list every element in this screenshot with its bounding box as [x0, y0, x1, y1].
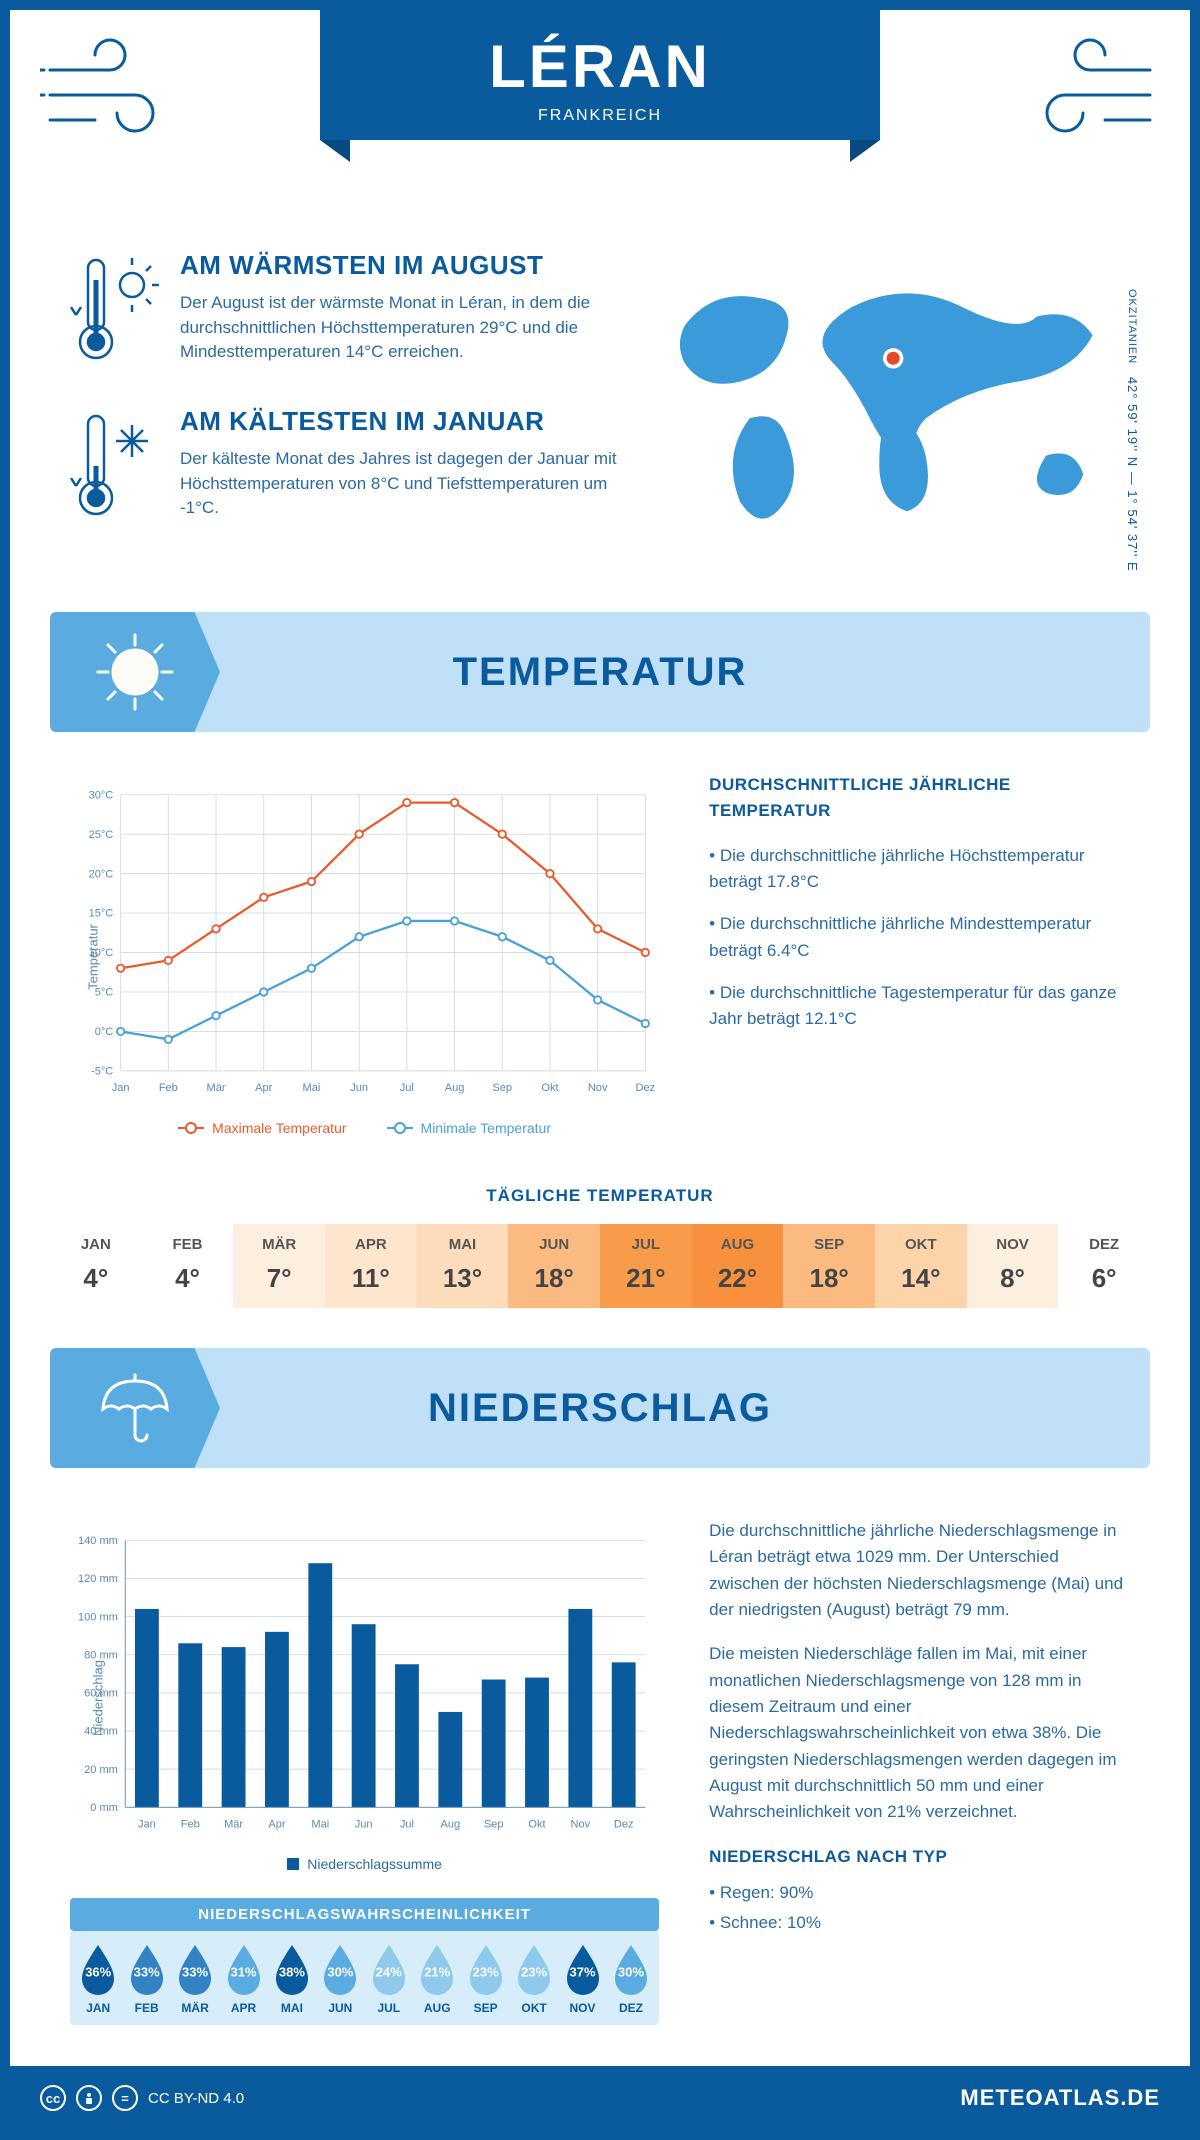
daily-temp-cell: FEB4°	[142, 1224, 234, 1308]
coldest-text: Der kälteste Monat des Jahres ist dagege…	[180, 447, 626, 521]
svg-text:30°C: 30°C	[89, 789, 114, 801]
precip-bar-chart: Niederschlag 0 mm20 mm40 mm60 mm80 mm100…	[70, 1518, 659, 1878]
temperature-title: TEMPERATUR	[453, 650, 748, 695]
legend-precip: Niederschlagssumme	[287, 1856, 442, 1872]
warmest-fact: AM WÄRMSTEN IM AUGUST Der August ist der…	[70, 250, 626, 370]
footer: cc = CC BY-ND 4.0 METEOATLAS.DE	[10, 2066, 1190, 2130]
city-name: LÉRAN	[320, 32, 880, 101]
y-axis-label: Temperatur	[85, 924, 100, 990]
svg-text:0 mm: 0 mm	[90, 1802, 118, 1814]
daily-temp-cell: JUL21°	[600, 1224, 692, 1308]
thermometer-snow-icon	[70, 406, 160, 526]
coldest-title: AM KÄLTESTEN IM JANUAR	[180, 406, 626, 437]
svg-text:15°C: 15°C	[89, 908, 114, 920]
precip-prob-cell: 36%JAN	[74, 1943, 122, 2015]
umbrella-icon	[50, 1348, 220, 1468]
daily-temp-table: JAN4°FEB4°MÄR7°APR11°MAI13°JUN18°JUL21°A…	[50, 1224, 1150, 1308]
precip-summary: Die durchschnittliche jährliche Niedersc…	[709, 1518, 1130, 2025]
daily-temp-cell: JUN18°	[508, 1224, 600, 1308]
precip-prob-cell: 30%JUN	[316, 1943, 364, 2015]
svg-text:25°C: 25°C	[89, 829, 114, 841]
precip-prob-cell: 21%AUG	[413, 1943, 461, 2015]
title-ribbon: LÉRAN FRANKREICH	[320, 10, 880, 140]
svg-text:0°C: 0°C	[95, 1026, 114, 1038]
sun-icon	[50, 612, 220, 732]
svg-text:Feb: Feb	[159, 1082, 178, 1094]
daily-temp-cell: APR11°	[325, 1224, 417, 1308]
svg-text:Mai: Mai	[311, 1819, 329, 1831]
svg-text:20°C: 20°C	[89, 868, 114, 880]
precip-prob-cell: 33%MÄR	[171, 1943, 219, 2015]
coordinates: OKZITANIEN 42° 59' 19'' N — 1° 54' 37'' …	[1125, 270, 1140, 590]
legend-min: Minimale Temperatur	[387, 1120, 551, 1136]
precip-prob-cell: 38%MAI	[268, 1943, 316, 2015]
wind-icon	[40, 30, 180, 150]
license: cc = CC BY-ND 4.0	[40, 2085, 244, 2111]
brand: METEOATLAS.DE	[960, 2085, 1160, 2111]
daily-temp-cell: JAN4°	[50, 1224, 142, 1308]
precip-prob-cell: 33%FEB	[122, 1943, 170, 2015]
precip-section-header: NIEDERSCHLAG	[50, 1348, 1150, 1468]
svg-text:Sep: Sep	[492, 1082, 512, 1094]
temperature-line-chart: Temperatur -5°C0°C5°C10°C15°C20°C25°C30°…	[70, 772, 659, 1142]
svg-text:Jun: Jun	[355, 1819, 373, 1831]
daily-temp-cell: DEZ6°	[1058, 1224, 1150, 1308]
svg-text:Aug: Aug	[440, 1819, 460, 1831]
temperature-summary: DURCHSCHNITTLICHE JÄHRLICHE TEMPERATUR •…	[709, 772, 1130, 1142]
daily-temp-cell: AUG22°	[692, 1224, 784, 1308]
precip-prob-cell: 30%DEZ	[607, 1943, 655, 2015]
svg-text:Okt: Okt	[528, 1819, 545, 1831]
svg-text:Mär: Mär	[224, 1819, 243, 1831]
precip-prob-cell: 23%OKT	[510, 1943, 558, 2015]
y-axis-label: Niederschlag	[90, 1660, 105, 1736]
svg-text:Jan: Jan	[138, 1819, 156, 1831]
svg-text:Jul: Jul	[400, 1082, 414, 1094]
legend-max: Maximale Temperatur	[178, 1120, 346, 1136]
svg-text:Dez: Dez	[614, 1819, 634, 1831]
precip-probability-box: NIEDERSCHLAGSWAHRSCHEINLICHKEIT 36%JAN33…	[70, 1898, 659, 2025]
warmest-title: AM WÄRMSTEN IM AUGUST	[180, 250, 626, 281]
svg-text:Jan: Jan	[112, 1082, 130, 1094]
temperature-section-header: TEMPERATUR	[50, 612, 1150, 732]
svg-text:Jun: Jun	[350, 1082, 368, 1094]
svg-text:Dez: Dez	[636, 1082, 656, 1094]
precip-prob-cell: 23%SEP	[461, 1943, 509, 2015]
daily-temp-title: TÄGLICHE TEMPERATUR	[10, 1186, 1190, 1206]
precip-prob-cell: 37%NOV	[558, 1943, 606, 2015]
warmest-text: Der August ist der wärmste Monat in Léra…	[180, 291, 626, 365]
precip-prob-cell: 24%JUL	[365, 1943, 413, 2015]
daily-temp-cell: NOV8°	[967, 1224, 1059, 1308]
daily-temp-cell: MÄR7°	[233, 1224, 325, 1308]
world-map	[666, 250, 1130, 550]
svg-text:Nov: Nov	[588, 1082, 608, 1094]
country-name: FRANKREICH	[320, 107, 880, 125]
by-icon	[76, 2085, 102, 2111]
svg-text:Okt: Okt	[541, 1082, 558, 1094]
svg-text:120 mm: 120 mm	[78, 1573, 118, 1585]
svg-text:Jul: Jul	[400, 1819, 414, 1831]
daily-temp-cell: MAI13°	[417, 1224, 509, 1308]
nd-icon: =	[112, 2085, 138, 2111]
svg-text:Apr: Apr	[255, 1082, 272, 1094]
svg-text:Nov: Nov	[571, 1819, 591, 1831]
svg-text:Aug: Aug	[445, 1082, 465, 1094]
svg-text:140 mm: 140 mm	[78, 1535, 118, 1547]
svg-text:Mai: Mai	[303, 1082, 321, 1094]
svg-text:Feb: Feb	[181, 1819, 200, 1831]
wind-icon	[1020, 30, 1160, 150]
cc-icon: cc	[40, 2085, 66, 2111]
svg-text:-5°C: -5°C	[91, 1066, 113, 1078]
svg-text:100 mm: 100 mm	[78, 1611, 118, 1623]
precip-title: NIEDERSCHLAG	[428, 1386, 772, 1431]
header: LÉRAN FRANKREICH	[10, 10, 1190, 210]
svg-text:Apr: Apr	[268, 1819, 285, 1831]
coldest-fact: AM KÄLTESTEN IM JANUAR Der kälteste Mona…	[70, 406, 626, 526]
svg-text:20 mm: 20 mm	[84, 1764, 118, 1776]
thermometer-sun-icon	[70, 250, 160, 370]
svg-text:Sep: Sep	[484, 1819, 504, 1831]
daily-temp-cell: OKT14°	[875, 1224, 967, 1308]
precip-prob-cell: 31%APR	[219, 1943, 267, 2015]
svg-text:Mär: Mär	[207, 1082, 226, 1094]
daily-temp-cell: SEP18°	[783, 1224, 875, 1308]
